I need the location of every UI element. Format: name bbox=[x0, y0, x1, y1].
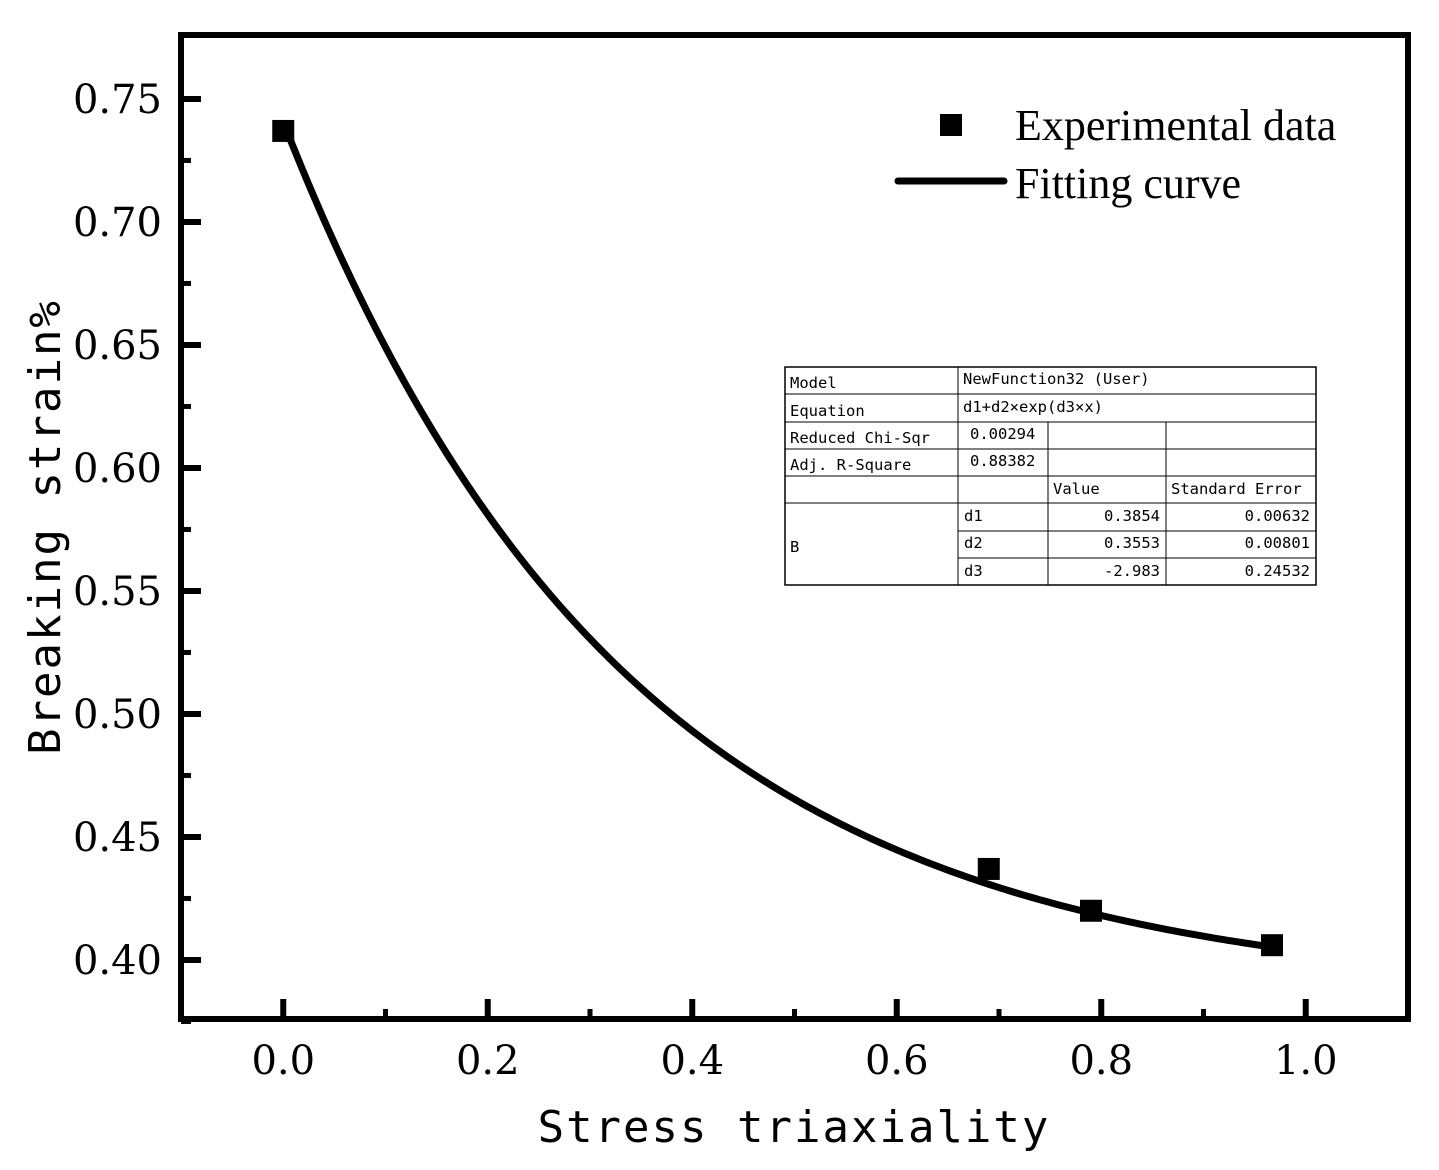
table-label-equation: Equation bbox=[790, 402, 865, 420]
x-tick-label: 0.8 bbox=[1069, 1038, 1133, 1084]
y-tick-label: 0.60 bbox=[73, 446, 162, 492]
x-tick-label: 1.0 bbox=[1274, 1038, 1338, 1084]
y-tick-label: 0.55 bbox=[73, 569, 162, 615]
table-header-value: Value bbox=[1053, 480, 1100, 498]
data-point bbox=[1261, 934, 1284, 957]
legend: Experimental data Fitting curve bbox=[894, 101, 1336, 208]
curve-layer bbox=[279, 120, 1273, 951]
x-tick-label: 0.0 bbox=[251, 1038, 315, 1084]
table-value-d3: -2.983 bbox=[1104, 562, 1160, 580]
table-value-d2: 0.3553 bbox=[1104, 534, 1160, 552]
x-tick-label: 0.6 bbox=[865, 1038, 929, 1084]
table-param-d1: d1 bbox=[964, 507, 983, 525]
table-value-equation: d1+d2×exp(d3×x) bbox=[963, 398, 1103, 416]
data-point bbox=[977, 857, 1000, 880]
labels-layer: 0.0 0.2 0.4 0.6 0.8 1.0 0.40 0.45 0.50 0.55 0.60 0.… bbox=[73, 77, 1338, 1084]
data-point bbox=[272, 119, 295, 142]
legend-label-experimental: Experimental data bbox=[1015, 101, 1336, 150]
table-value-model: NewFunction32 (User) bbox=[963, 370, 1150, 388]
table-param-d3: d3 bbox=[964, 562, 983, 580]
table-header-stderr: Standard Error bbox=[1171, 480, 1302, 498]
table-value-chisqr: 0.00294 bbox=[970, 425, 1035, 443]
y-tick-label: 0.75 bbox=[73, 77, 162, 123]
x-axis-title: Stress triaxiality bbox=[538, 1102, 1051, 1153]
legend-marker-experimental bbox=[940, 114, 962, 136]
table-value-rsquare: 0.88382 bbox=[970, 452, 1035, 470]
y-tick-label: 0.70 bbox=[73, 200, 162, 246]
y-tick-label: 0.45 bbox=[73, 815, 162, 861]
table-param-d2: d2 bbox=[964, 534, 983, 552]
fitting-curve bbox=[279, 120, 1273, 951]
fit-table: Model NewFunction32 (User) Equation d1+d… bbox=[784, 366, 1317, 586]
x-tick-label: 0.2 bbox=[456, 1038, 520, 1084]
table-value-d1: 0.3854 bbox=[1104, 507, 1160, 525]
x-tick-label: 0.4 bbox=[660, 1038, 724, 1084]
legend-label-fitting: Fitting curve bbox=[1015, 159, 1241, 208]
table-label-chisqr: Reduced Chi-Sqr bbox=[790, 429, 930, 447]
points-layer bbox=[272, 119, 1284, 957]
table-stderr-d2: 0.00801 bbox=[1245, 534, 1310, 552]
y-tick-label: 0.65 bbox=[73, 323, 162, 369]
table-label-rsquare: Adj. R-Square bbox=[790, 456, 911, 474]
table-stderr-d1: 0.00632 bbox=[1245, 507, 1310, 525]
y-tick-label: 0.40 bbox=[73, 938, 162, 984]
data-point bbox=[1080, 899, 1103, 922]
table-stderr-d3: 0.24532 bbox=[1245, 562, 1310, 580]
table-group-label: B bbox=[790, 538, 799, 556]
table-label-model: Model bbox=[790, 374, 837, 392]
y-axis-title: Breaking strain% bbox=[20, 299, 71, 755]
plot-frame bbox=[178, 32, 1411, 1022]
y-tick-label: 0.50 bbox=[73, 692, 162, 738]
